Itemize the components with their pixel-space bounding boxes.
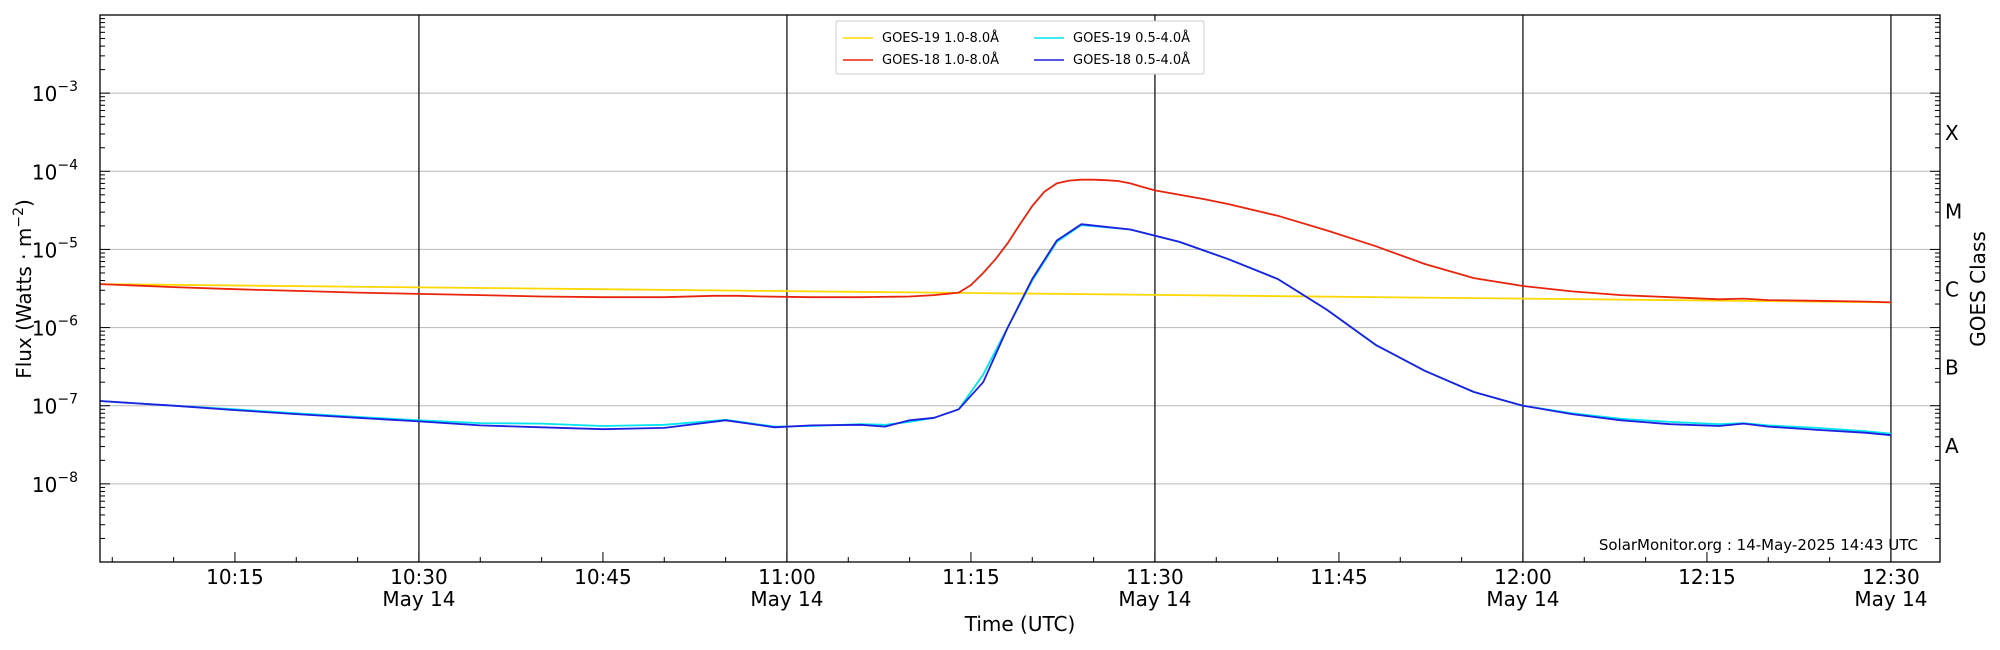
x-axis-label: Time (UTC) <box>964 612 1076 636</box>
x-tick-label: 12:00 <box>1494 565 1552 589</box>
goes-class-label-c: C <box>1945 278 1959 302</box>
legend-label-goes19-long: GOES-19 1.0-8.0Å <box>882 30 999 46</box>
x-tick-label: 11:00 <box>758 565 816 589</box>
y-axis-label-close: ) <box>12 199 36 207</box>
x-tick-label: 12:15 <box>1678 565 1736 589</box>
series-line-goes-18-1-0-8-0- <box>99 178 1891 304</box>
vertical-day-lines <box>418 15 1892 562</box>
legend-label-goes19-short: GOES-19 0.5-4.0Å <box>1073 30 1190 46</box>
series-layer <box>99 178 1891 437</box>
solarmonitor-annotation: SolarMonitor.org : 14-May-2025 14:43 UTC <box>1599 536 1918 554</box>
x-tick-date-label: May 14 <box>382 587 455 611</box>
y-tick-label: 10−3 <box>32 79 78 106</box>
y-tick-label-base: 10 <box>32 238 57 262</box>
series-line-goes-19-0-5-4-0- <box>99 224 1891 435</box>
y-tick-label: 10−6 <box>32 314 78 341</box>
goes-class-label-m: M <box>1945 199 1962 223</box>
tick-layer <box>100 18 1940 563</box>
x-tick-label: 10:45 <box>574 565 632 589</box>
x-tick-date-label: May 14 <box>1854 587 1927 611</box>
legend-label-goes18-long: GOES-18 1.0-8.0Å <box>882 52 999 68</box>
y-tick-label-base: 10 <box>32 395 57 419</box>
y-tick-label-exp: −4 <box>57 157 78 173</box>
x-tick-date-label: May 14 <box>1486 587 1559 611</box>
x-tick-date-label: May 14 <box>1118 587 1191 611</box>
y-tick-label-base: 10 <box>32 317 57 341</box>
series-line-goes-18-0-5-4-0- <box>99 223 1891 437</box>
y-tick-label-exp: −3 <box>57 79 78 95</box>
x-tick-date-label: May 14 <box>750 587 823 611</box>
goes-class-label-x: X <box>1945 121 1959 145</box>
y-tick-label-exp: −7 <box>57 392 78 408</box>
y-tick-label-base: 10 <box>32 473 57 497</box>
legend: GOES-19 1.0-8.0Å GOES-19 0.5-4.0Å GOES-1… <box>835 20 1205 75</box>
y-tick-label-base: 10 <box>32 82 57 106</box>
series-line-goes-19-1-0-8-0- <box>99 283 1891 304</box>
legend-box <box>835 20 1205 75</box>
y-axis-label: Flux (Watts · m−2) <box>11 199 36 379</box>
x-tick-label: 12:30 <box>1862 565 1920 589</box>
y-axis-label-sup: −2 <box>11 207 27 228</box>
y-tick-label: 10−8 <box>32 470 78 497</box>
x-tick-label: 11:30 <box>1126 565 1184 589</box>
y-axis-label-main: Flux (Watts · m <box>12 228 36 379</box>
y-tick-label-base: 10 <box>32 160 57 184</box>
y-tick-label: 10−5 <box>32 235 78 262</box>
y-tick-label-exp: −6 <box>57 314 78 330</box>
grid-layer <box>100 92 1940 485</box>
x-tick-label: 10:15 <box>206 565 264 589</box>
y-tick-label: 10−4 <box>32 157 78 184</box>
plot-frame <box>99 14 1941 563</box>
x-tick-label: 11:15 <box>942 565 1000 589</box>
y-tick-label-exp: −8 <box>57 470 78 486</box>
legend-label-goes18-short: GOES-18 0.5-4.0Å <box>1073 52 1190 68</box>
x-tick-label: 10:30 <box>390 565 448 589</box>
x-tick-label: 11:45 <box>1310 565 1368 589</box>
goes-class-label-b: B <box>1945 356 1959 380</box>
y-tick-label-exp: −5 <box>57 235 78 251</box>
goes-class-axis-label: GOES Class <box>1966 231 1990 347</box>
y-tick-label: 10−7 <box>32 392 78 419</box>
goes-class-label-a: A <box>1945 434 1959 458</box>
